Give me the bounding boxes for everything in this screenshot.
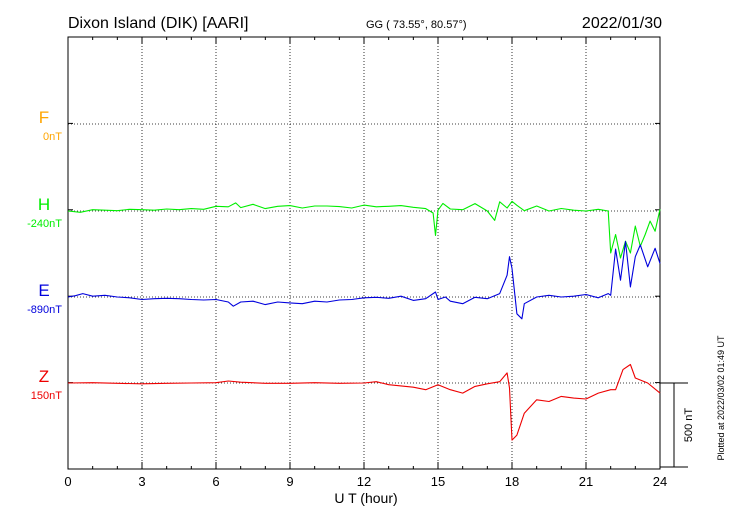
series-name-z: Z bbox=[39, 367, 49, 386]
plotted-timestamp: Plotted at 2022/03/02 01:49 UT bbox=[716, 335, 726, 461]
x-tick-label: 6 bbox=[212, 474, 219, 489]
x-tick-label: 21 bbox=[579, 474, 593, 489]
x-tick-label: 24 bbox=[653, 474, 667, 489]
series-lines bbox=[67, 200, 661, 441]
geo-coordinates: GG ( 73.55°, 80.57°) bbox=[366, 19, 467, 31]
x-tick-label: 12 bbox=[357, 474, 371, 489]
series-line-e bbox=[67, 241, 661, 320]
series-name-f: F bbox=[39, 108, 49, 127]
grid-lines bbox=[68, 37, 660, 469]
x-tick-label: 0 bbox=[64, 474, 71, 489]
scale-bar-label: 500 nT bbox=[683, 408, 695, 443]
series-name-e: E bbox=[38, 281, 49, 300]
x-tick-label: 3 bbox=[138, 474, 145, 489]
x-tick-label: 18 bbox=[505, 474, 519, 489]
series-line-z bbox=[67, 363, 661, 441]
series-baseline-e: -890nT bbox=[27, 304, 62, 316]
series-name-h: H bbox=[38, 195, 50, 214]
axis-ticks bbox=[67, 36, 661, 470]
x-axis-label: U T (hour) bbox=[334, 490, 397, 506]
series-line-h bbox=[67, 200, 661, 259]
station-title: Dixon Island (DIK) [AARI] bbox=[68, 15, 249, 32]
series-baseline-h: -240nT bbox=[27, 218, 62, 230]
series-baseline-z: 150nT bbox=[31, 390, 62, 402]
x-tick-label: 9 bbox=[286, 474, 293, 489]
date-label: 2022/01/30 bbox=[582, 15, 662, 32]
series-labels: F 0nT H -240nT E -890nT Z 150nT bbox=[27, 108, 62, 402]
series-baseline-f: 0nT bbox=[43, 131, 62, 143]
x-tick-label: 15 bbox=[431, 474, 445, 489]
scale-bar: 500 nT bbox=[660, 382, 695, 468]
x-tick-labels: 0 3 6 9 12 15 18 21 24 bbox=[64, 474, 667, 489]
